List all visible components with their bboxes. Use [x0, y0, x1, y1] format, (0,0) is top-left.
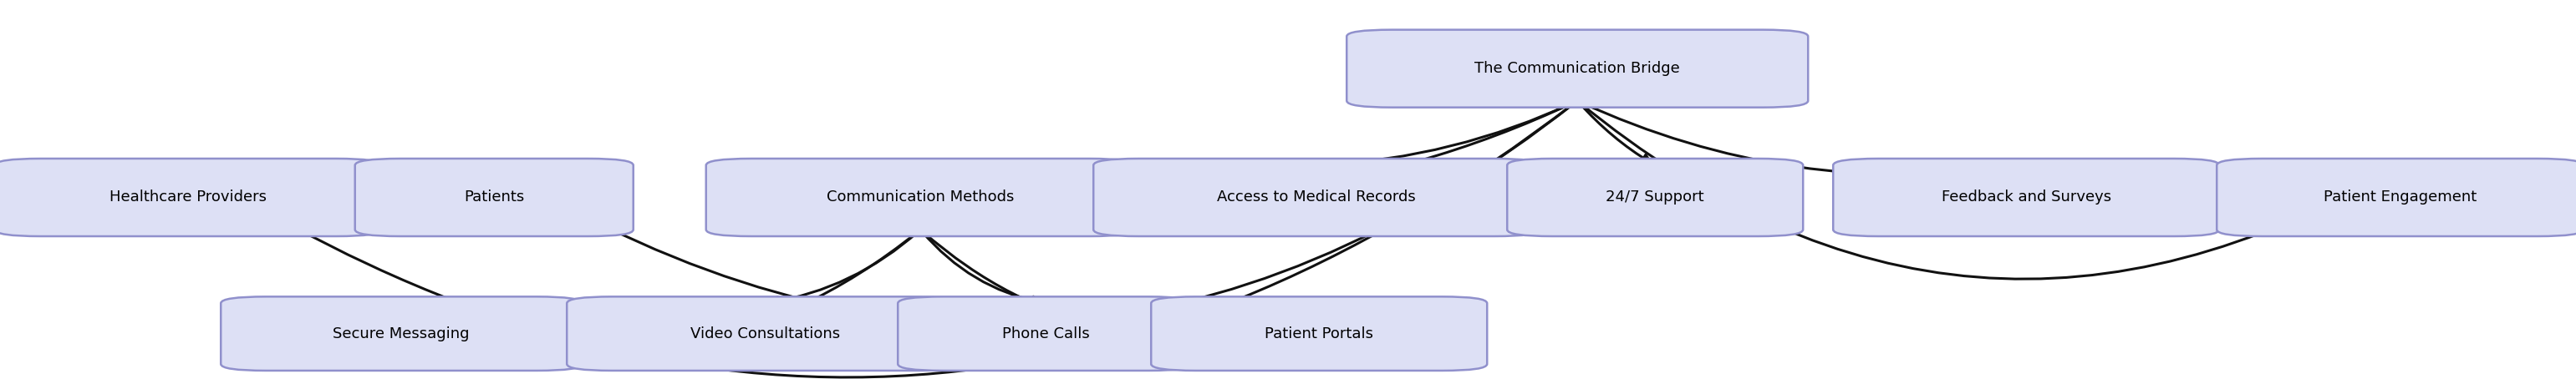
Text: Phone Calls: Phone Calls — [1002, 326, 1090, 341]
Text: Patient Engagement: Patient Engagement — [2324, 190, 2476, 205]
FancyBboxPatch shape — [1347, 30, 1808, 107]
FancyBboxPatch shape — [0, 158, 381, 236]
Text: Communication Methods: Communication Methods — [827, 190, 1015, 205]
FancyBboxPatch shape — [222, 297, 582, 371]
FancyBboxPatch shape — [899, 297, 1193, 371]
FancyBboxPatch shape — [1092, 158, 1540, 236]
Text: Feedback and Surveys: Feedback and Surveys — [1942, 190, 2112, 205]
Text: Patients: Patients — [464, 190, 526, 205]
Text: Secure Messaging: Secure Messaging — [332, 326, 469, 341]
Text: 24/7 Support: 24/7 Support — [1605, 190, 1705, 205]
FancyBboxPatch shape — [567, 297, 963, 371]
Text: Healthcare Providers: Healthcare Providers — [111, 190, 268, 205]
FancyBboxPatch shape — [1507, 158, 1803, 236]
FancyBboxPatch shape — [706, 158, 1136, 236]
FancyBboxPatch shape — [355, 158, 634, 236]
Text: Video Consultations: Video Consultations — [690, 326, 840, 341]
Text: Access to Medical Records: Access to Medical Records — [1218, 190, 1417, 205]
FancyBboxPatch shape — [1834, 158, 2221, 236]
FancyBboxPatch shape — [1151, 297, 1486, 371]
FancyBboxPatch shape — [2218, 158, 2576, 236]
Text: Patient Portals: Patient Portals — [1265, 326, 1373, 341]
Text: The Communication Bridge: The Communication Bridge — [1473, 61, 1680, 76]
